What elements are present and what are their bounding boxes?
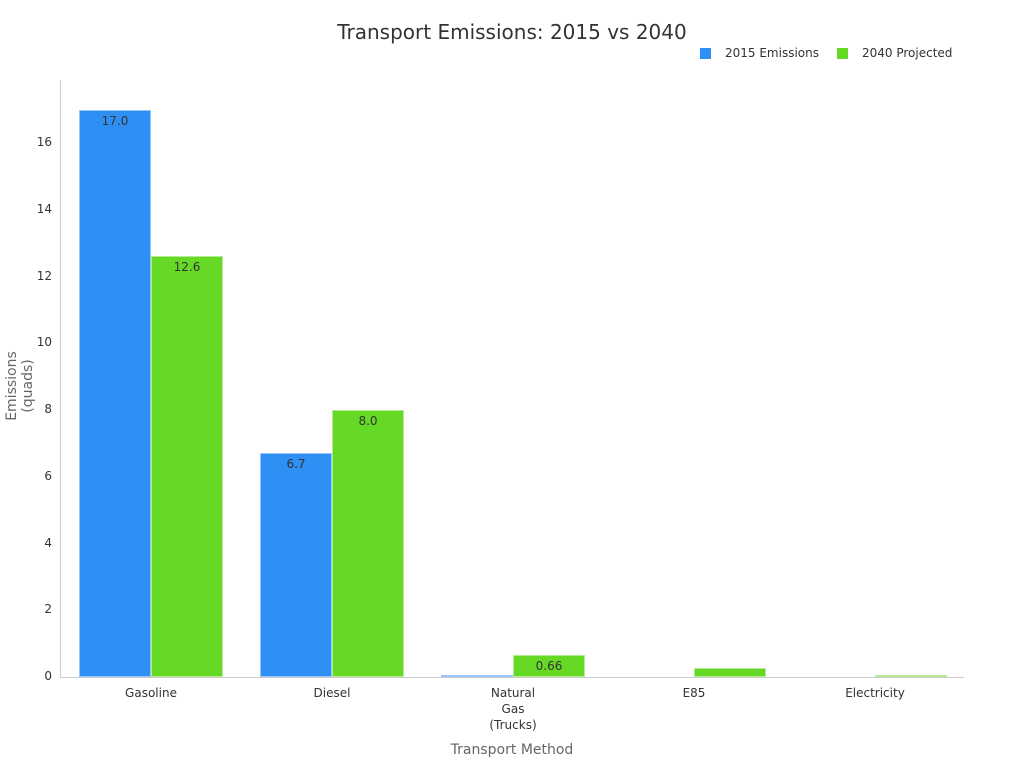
x-tick-label: E85 <box>682 686 706 700</box>
legend-label: 2040 Projected <box>862 46 953 60</box>
y-tick: 10 <box>36 335 52 350</box>
bar-value-label: 12.6 <box>173 260 201 275</box>
x-tick-label: Electricity <box>845 686 905 700</box>
bar <box>875 674 947 677</box>
y-tick: 4 <box>44 535 52 550</box>
y-tick: 8 <box>44 402 52 416</box>
legend-item-2015: 2015 Emissions <box>700 46 819 60</box>
x-tick-label: Gasoline <box>125 686 177 700</box>
x-axis-label: Transport Method <box>450 742 574 758</box>
bar <box>260 453 332 677</box>
legend: 2015 Emissions 2040 Projected <box>700 46 952 60</box>
x-axis <box>60 677 964 678</box>
y-tick: 0 <box>44 669 52 683</box>
y-tick: 6 <box>44 468 52 483</box>
bar-value-label: 17.0 <box>101 113 129 128</box>
x-tick-label: Diesel <box>313 686 351 700</box>
bar <box>694 667 766 677</box>
y-axis <box>60 80 61 677</box>
legend-swatch-icon <box>837 47 848 59</box>
bar-value-label: 8.0 <box>358 414 378 428</box>
y-tick: 14 <box>36 201 52 216</box>
x-tick-label: Natural Gas (Trucks) <box>489 686 537 732</box>
legend-item-2040: 2040 Projected <box>837 46 952 60</box>
bar <box>332 410 404 677</box>
bar <box>513 654 585 677</box>
chart-title: Transport Emissions: 2015 vs 2040 <box>337 20 687 44</box>
bar <box>441 675 513 677</box>
y-tick: 2 <box>44 602 52 617</box>
y-tick: 12 <box>36 268 52 283</box>
bar <box>151 256 223 677</box>
bar <box>79 109 151 677</box>
legend-label: 2015 Emissions <box>725 46 819 60</box>
legend-swatch-icon <box>700 47 711 59</box>
bar-value-label: 0.66 <box>535 658 563 673</box>
bar-value-label: 6.7 <box>286 457 306 472</box>
y-tick: 16 <box>36 135 52 149</box>
y-axis-label: Emissions (quads) <box>4 351 36 421</box>
